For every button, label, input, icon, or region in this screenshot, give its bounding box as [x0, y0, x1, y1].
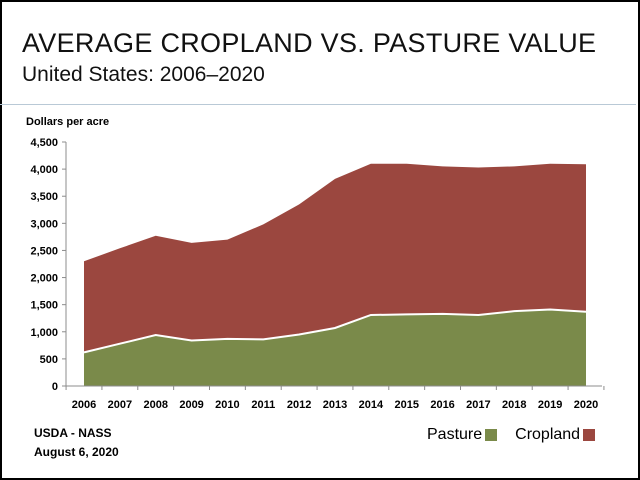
x-tick-label: 2006: [72, 399, 96, 411]
y-tick-label: 2,500: [30, 245, 58, 257]
legend-swatch-pasture: [485, 429, 498, 441]
y-tick-label: 4,500: [30, 137, 58, 149]
x-tick-label: 2008: [143, 399, 167, 411]
series-line-pasture: [83, 308, 587, 354]
header-divider: [0, 104, 636, 105]
series-area-pasture: [84, 309, 586, 386]
legend-item-cropland: Cropland: [515, 426, 596, 444]
y-axis-label: Dollars per acre: [26, 116, 110, 128]
legend-label-pasture: Pasture: [427, 426, 483, 443]
x-tick-label: 2019: [538, 399, 562, 411]
y-tick-labels: 0 500 1,000 1,500 2,000 2,500 3,000 3,500 4,000 4…: [30, 137, 58, 393]
x-tick-label: 2010: [215, 399, 239, 411]
x-tick-label: 2011: [251, 399, 275, 411]
x-tick-label: 2015: [394, 399, 418, 411]
x-tick-labels: 2006 2007 2008 2009 2010 2011 2012 2013 2014 2015…: [72, 399, 598, 411]
x-tick-label: 2017: [466, 399, 490, 411]
y-tick-label: 3,000: [30, 218, 58, 230]
x-tick-label: 2012: [287, 399, 311, 411]
chart-title: AVERAGE CROPLAND VS. PASTURE VALUE: [22, 28, 597, 58]
y-tick-label: 0: [52, 381, 58, 393]
x-tick-label: 2020: [574, 399, 598, 411]
x-tick-label: 2013: [323, 399, 347, 411]
y-tick-label: 4,000: [30, 164, 58, 176]
y-tick-label: 3,500: [30, 191, 58, 203]
chart-areas: [83, 163, 587, 386]
chart-subtitle: United States: 2006–2020: [22, 63, 265, 86]
chart-axes: [62, 141, 605, 390]
legend-swatch-cropland: [583, 429, 596, 441]
x-tick-label: 2018: [502, 399, 526, 411]
y-tick-label: 1,500: [30, 300, 58, 312]
x-tick-label: 2007: [108, 399, 132, 411]
y-tick-label: 2,000: [30, 273, 58, 285]
y-tick-label: 500: [40, 354, 58, 366]
legend-item-pasture: Pasture: [427, 426, 498, 444]
y-tick-label: 1,000: [30, 327, 58, 339]
legend-label-cropland: Cropland: [515, 426, 581, 443]
source-note: USDA - NASS August 6, 2020: [34, 424, 119, 462]
source-date: August 6, 2020: [34, 445, 119, 459]
source-agency: USDA - NASS: [34, 426, 112, 440]
x-tick-label: 2014: [359, 399, 384, 411]
legend: Pasture Cropland: [427, 426, 596, 444]
x-tick-label: 2009: [179, 399, 203, 411]
x-tick-label: 2016: [430, 399, 454, 411]
